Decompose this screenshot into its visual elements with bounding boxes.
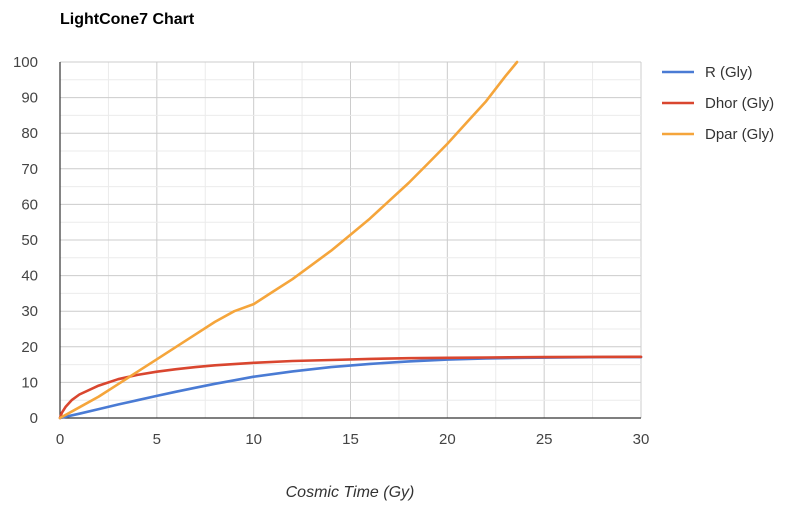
y-tick-label: 100 [13, 54, 38, 71]
y-tick-label: 70 [21, 161, 38, 178]
legend-label-1: Dhor (Gly) [705, 95, 774, 112]
y-tick-label: 50 [21, 232, 38, 249]
series-line-1 [58, 355, 643, 420]
legend-label-2: Dpar (Gly) [705, 126, 774, 143]
y-axis-ticks: 0 10 20 30 40 50 60 70 80 90 100 [13, 54, 38, 427]
legend-label-0: R (Gly) [705, 64, 753, 81]
y-tick-label: 30 [21, 303, 38, 320]
x-axis-ticks: 0 5 10 15 20 25 30 [56, 431, 650, 448]
x-tick-label: 20 [439, 431, 456, 448]
x-tick-label: 10 [245, 431, 262, 448]
x-tick-label: 30 [633, 431, 650, 448]
chart-title: LightCone7 Chart [60, 11, 195, 28]
y-tick-label: 80 [21, 125, 38, 142]
y-tick-label: 0 [30, 410, 38, 427]
series-lines [58, 60, 643, 420]
y-tick-label: 40 [21, 268, 38, 285]
axes [59, 62, 641, 419]
legend: R (Gly) Dhor (Gly) Dpar (Gly) [662, 64, 774, 143]
y-tick-label: 60 [21, 196, 38, 213]
series-line-2 [58, 60, 519, 420]
y-tick-label: 10 [21, 374, 38, 391]
x-tick-label: 15 [342, 431, 359, 448]
x-tick-label: 5 [153, 431, 161, 448]
y-tick-label: 20 [21, 339, 38, 356]
x-tick-label: 25 [536, 431, 553, 448]
y-tick-label: 90 [21, 90, 38, 107]
x-axis-label: Cosmic Time (Gy) [286, 484, 415, 501]
x-tick-label: 0 [56, 431, 64, 448]
